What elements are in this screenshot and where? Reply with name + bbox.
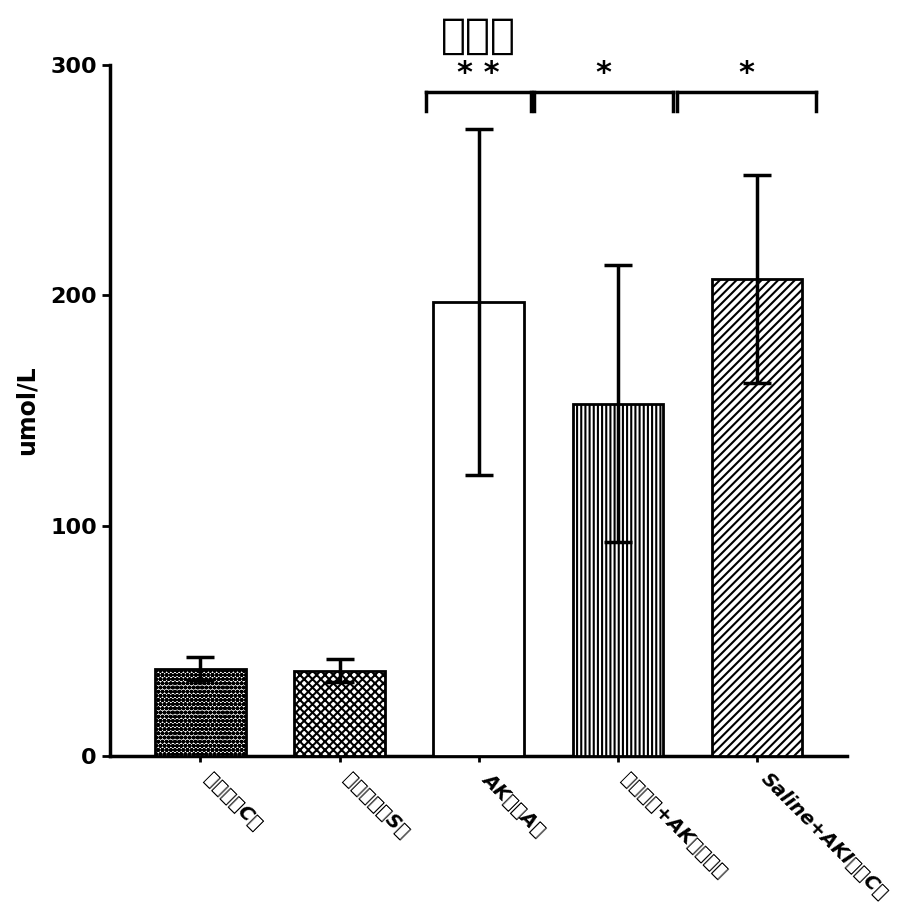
Bar — [433, 302, 524, 756]
Text: *: * — [738, 59, 754, 88]
Y-axis label: umol/L: umol/L — [15, 365, 39, 455]
Text: * *: * * — [458, 59, 500, 88]
Bar — [712, 279, 802, 756]
Bar — [156, 668, 246, 756]
Text: *: * — [595, 59, 612, 88]
Title: 血肌酐: 血肌酐 — [441, 15, 516, 57]
Bar — [294, 671, 385, 756]
Bar — [572, 404, 663, 756]
